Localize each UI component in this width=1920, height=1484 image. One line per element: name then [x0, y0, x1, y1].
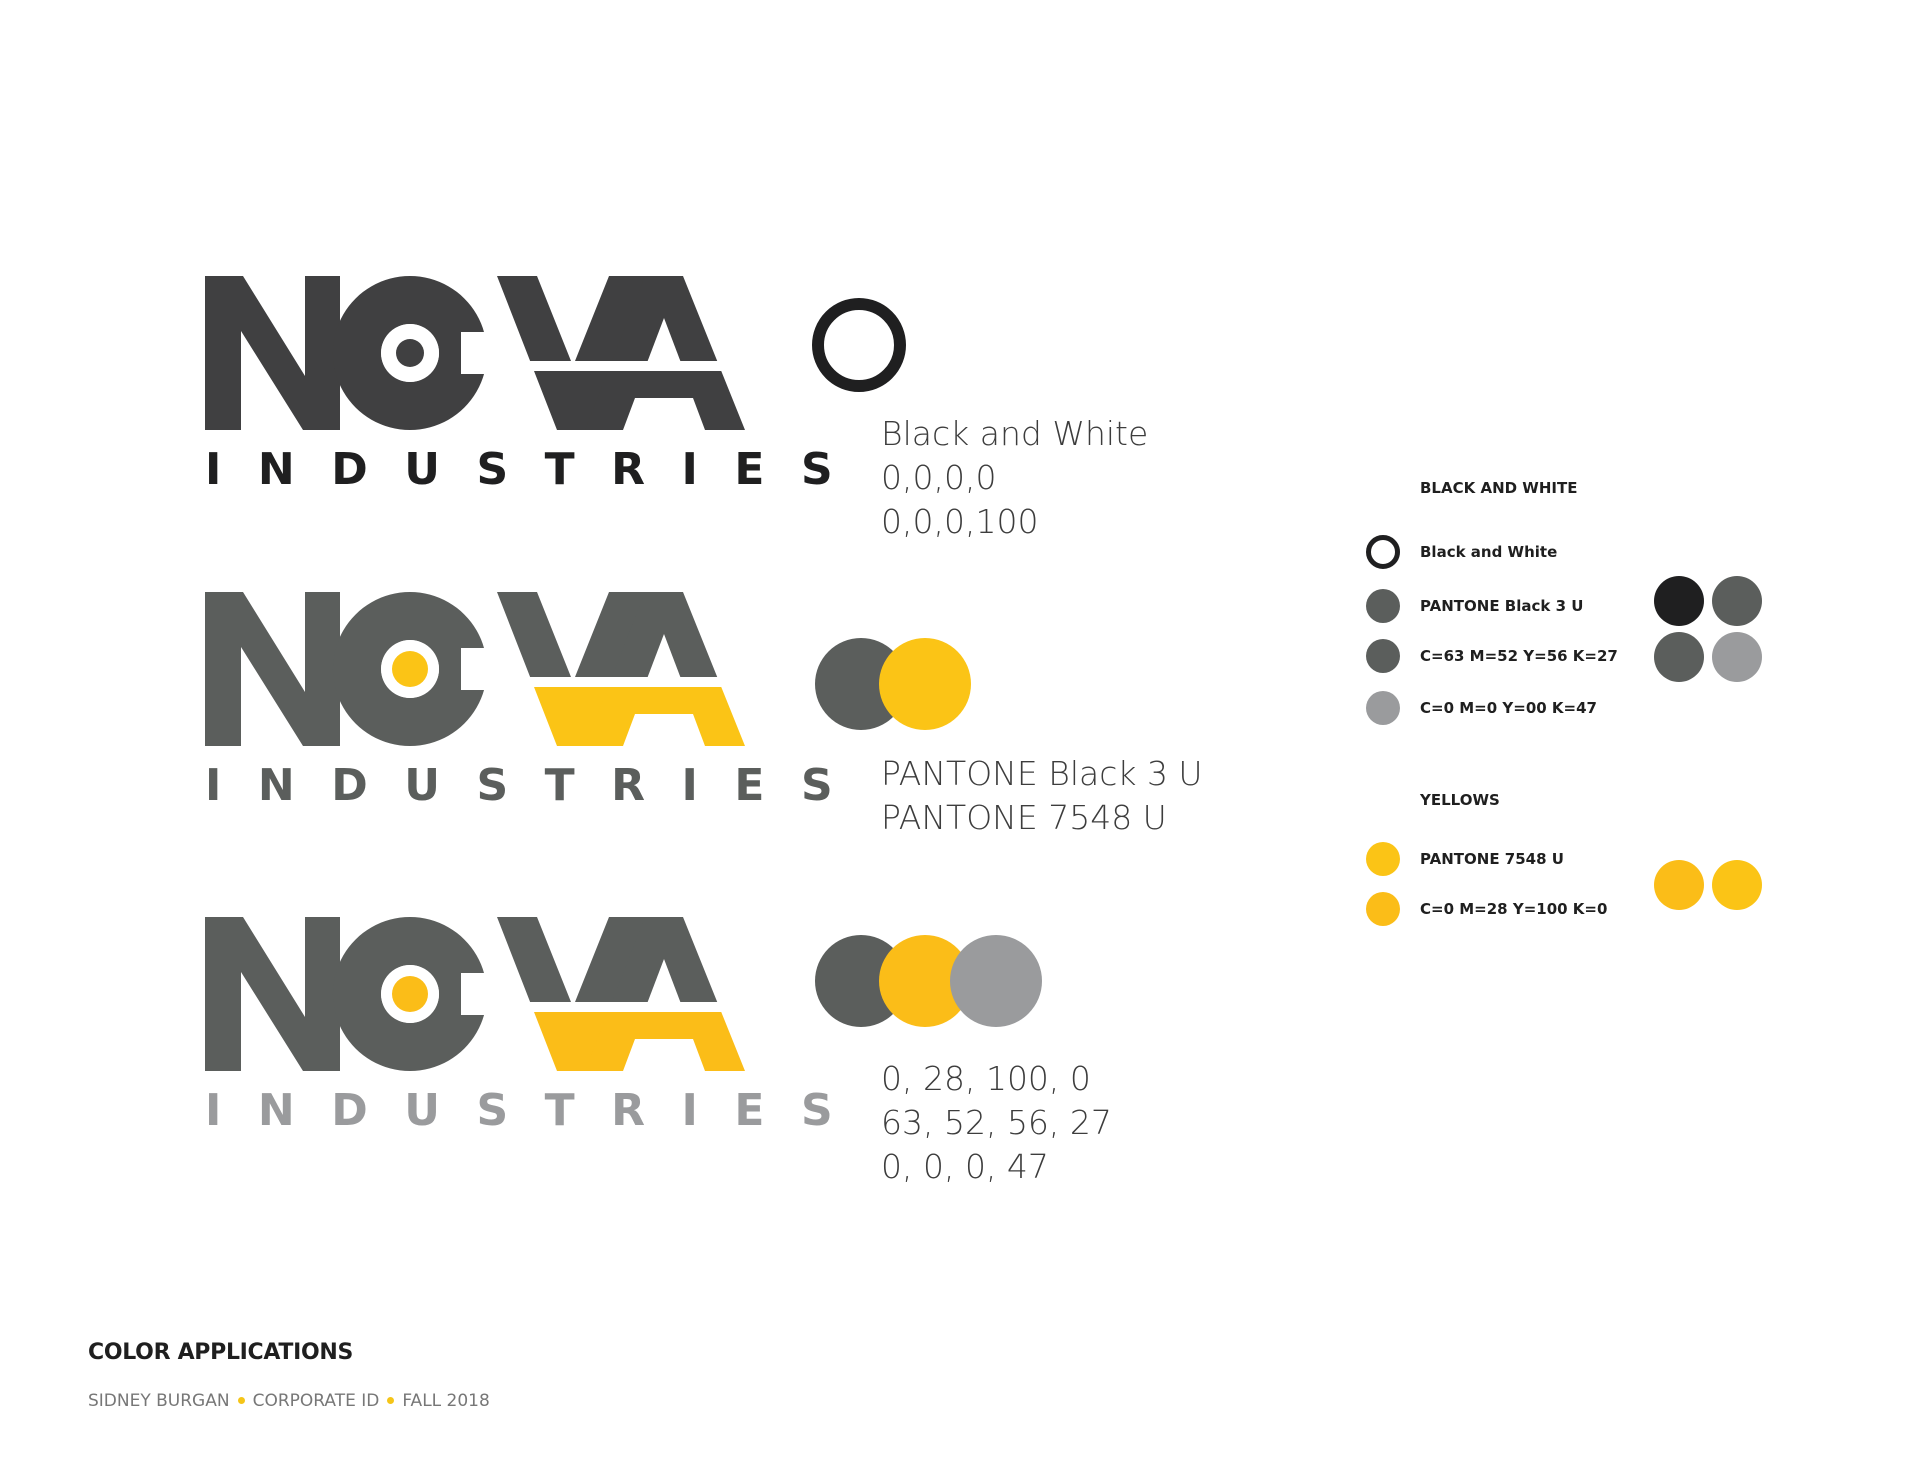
spec-line: 0, 28, 100, 0	[881, 1059, 1091, 1098]
spec-line: 0, 0, 0, 47	[881, 1147, 1049, 1186]
legend-label: Black and White	[1420, 543, 1558, 561]
legend-swatch-cmyk-gray	[1366, 639, 1400, 673]
swatch-yellow	[879, 638, 971, 730]
logo-subline: INDUSTRIES	[205, 760, 870, 811]
legend-swatch-cmyk-light	[1366, 691, 1400, 725]
spec-line: Black and White	[881, 414, 1149, 453]
legend-big-gray	[1654, 632, 1704, 682]
footer-term: FALL 2018	[402, 1391, 490, 1411]
nova-wordmark	[205, 592, 745, 746]
legend-swatch-bw	[1366, 535, 1400, 569]
legend-swatch-black3	[1366, 589, 1400, 623]
bullet-dot	[387, 1396, 395, 1404]
spec-line: 63, 52, 56, 27	[881, 1103, 1112, 1142]
spec-line: PANTONE 7548 U	[881, 798, 1167, 837]
footer-credits: SIDNEY BURGAN CORPORATE ID FALL 2018	[88, 1391, 490, 1411]
legend-label: C=0 M=28 Y=100 K=0	[1420, 900, 1608, 918]
swatch-light-gray	[950, 935, 1042, 1027]
spec-line: 0,0,0,100	[881, 502, 1039, 541]
logo-subline: INDUSTRIES	[205, 444, 870, 495]
legend-swatch-7548	[1366, 842, 1400, 876]
spec-line: 0,0,0,0	[881, 458, 997, 497]
spec-block-2: PANTONE Black 3 U PANTONE 7548 U	[881, 752, 1203, 840]
legend-big-yellow	[1654, 860, 1704, 910]
logo-black-white: INDUSTRIES	[205, 276, 833, 495]
nova-wordmark	[205, 917, 745, 1071]
bullet-dot	[237, 1396, 245, 1404]
legend-big-black	[1654, 576, 1704, 626]
footer-course: CORPORATE ID	[252, 1391, 380, 1411]
page-title: COLOR APPLICATIONS	[88, 1340, 354, 1365]
spec-block-3: 0, 28, 100, 0 63, 52, 56, 27 0, 0, 0, 47	[881, 1057, 1112, 1189]
swatch-black-ring	[812, 298, 906, 392]
legend-label: PANTONE 7548 U	[1420, 850, 1564, 868]
logo-subline: INDUSTRIES	[205, 1085, 870, 1136]
logo-cmyk: INDUSTRIES	[205, 917, 833, 1136]
legend-label: C=63 M=52 Y=56 K=27	[1420, 647, 1618, 665]
legend-big-gray	[1712, 576, 1762, 626]
legend-heading-yellows: YELLOWS	[1420, 791, 1500, 809]
spec-block-1: Black and White 0,0,0,0 0,0,0,100	[881, 412, 1148, 544]
legend-label: C=0 M=0 Y=00 K=47	[1420, 699, 1597, 717]
legend-label: PANTONE Black 3 U	[1420, 597, 1584, 615]
legend-big-light-gray	[1712, 632, 1762, 682]
legend-heading-bw: BLACK AND WHITE	[1420, 479, 1578, 497]
spec-line: PANTONE Black 3 U	[881, 754, 1203, 793]
footer-author: SIDNEY BURGAN	[88, 1391, 230, 1411]
logo-pantone: INDUSTRIES	[205, 592, 833, 811]
nova-wordmark	[205, 276, 745, 430]
legend-swatch-cmyk-yellow	[1366, 892, 1400, 926]
legend-big-yellow	[1712, 860, 1762, 910]
